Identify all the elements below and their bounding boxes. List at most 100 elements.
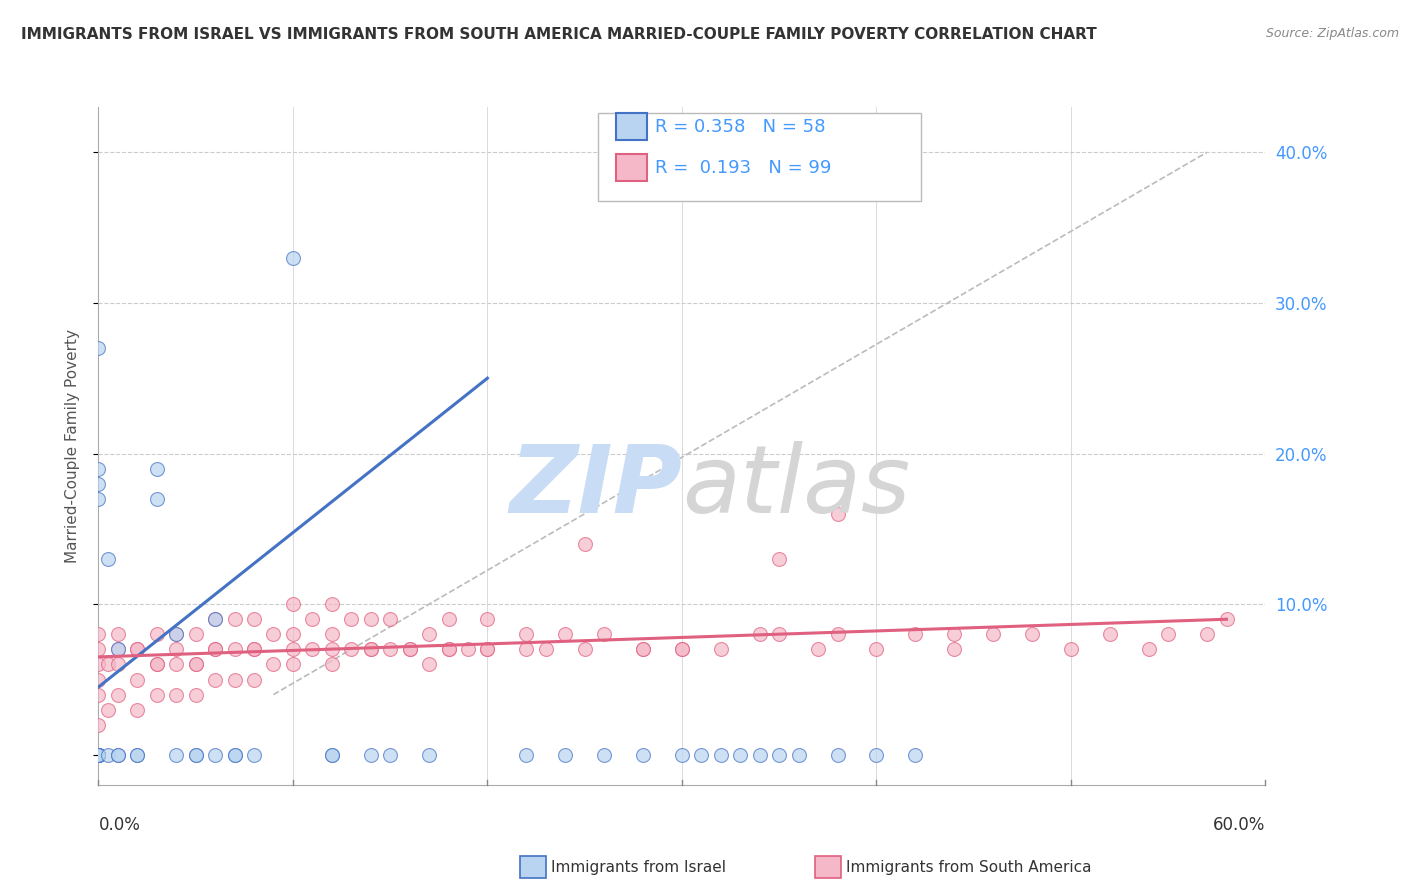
Point <box>87 491 110 506</box>
Point <box>768 747 790 762</box>
Point <box>87 717 110 731</box>
Point <box>748 627 770 641</box>
Point <box>127 703 149 717</box>
Point <box>87 642 110 657</box>
Point <box>321 657 343 672</box>
Point <box>107 642 129 657</box>
Point <box>87 747 110 762</box>
Point <box>321 642 343 657</box>
Point <box>457 642 479 657</box>
Point <box>1215 612 1237 626</box>
Point <box>87 657 110 672</box>
Point <box>321 597 343 611</box>
Point <box>224 673 246 687</box>
Point <box>87 747 110 762</box>
Point <box>97 657 120 672</box>
Point <box>281 642 304 657</box>
Point <box>730 747 752 762</box>
Point <box>340 642 363 657</box>
Point <box>127 642 149 657</box>
Point <box>87 747 110 762</box>
Point <box>262 627 284 641</box>
Point <box>97 747 120 762</box>
Point <box>281 597 304 611</box>
Point <box>321 747 343 762</box>
Point <box>184 627 207 641</box>
Point <box>360 642 382 657</box>
Point <box>243 612 266 626</box>
Text: ZIP: ZIP <box>509 441 682 533</box>
Point <box>1060 642 1083 657</box>
Point <box>204 612 226 626</box>
Point <box>243 642 266 657</box>
Point <box>127 673 149 687</box>
Point <box>87 747 110 762</box>
Point <box>97 552 120 566</box>
Point <box>574 537 596 551</box>
Point <box>380 612 402 626</box>
Point <box>87 747 110 762</box>
Point <box>554 747 576 762</box>
Point <box>301 642 323 657</box>
Point <box>87 341 110 355</box>
Point <box>787 747 810 762</box>
Point <box>943 627 966 641</box>
Point <box>437 642 460 657</box>
Point <box>87 688 110 702</box>
Point <box>184 747 207 762</box>
Point <box>904 627 927 641</box>
Point <box>321 627 343 641</box>
Point <box>768 552 790 566</box>
Point <box>534 642 557 657</box>
Point <box>243 673 266 687</box>
Point <box>340 612 363 626</box>
Point <box>1021 627 1043 641</box>
Point <box>418 627 440 641</box>
Point <box>87 747 110 762</box>
Y-axis label: Married-Couple Family Poverty: Married-Couple Family Poverty <box>65 329 80 563</box>
Point <box>224 747 246 762</box>
Point <box>146 657 169 672</box>
Text: 60.0%: 60.0% <box>1213 815 1265 833</box>
Point <box>107 747 129 762</box>
Point <box>165 688 187 702</box>
Point <box>87 673 110 687</box>
Point <box>593 627 616 641</box>
Point <box>281 627 304 641</box>
Point <box>865 642 887 657</box>
Point <box>107 627 129 641</box>
Point <box>87 747 110 762</box>
Point <box>301 612 323 626</box>
Point <box>146 491 169 506</box>
Point <box>146 627 169 641</box>
Point <box>184 657 207 672</box>
Point <box>865 747 887 762</box>
Point <box>204 612 226 626</box>
Point <box>165 657 187 672</box>
Point <box>981 627 1004 641</box>
Point <box>321 747 343 762</box>
Point <box>97 703 120 717</box>
Point <box>631 642 654 657</box>
Point <box>418 657 440 672</box>
Point <box>477 642 499 657</box>
Point <box>515 642 537 657</box>
Point <box>690 747 713 762</box>
Point <box>515 747 537 762</box>
Point <box>593 747 616 762</box>
Point <box>398 642 420 657</box>
Point <box>165 627 187 641</box>
Point <box>398 642 420 657</box>
Point <box>146 657 169 672</box>
Point <box>631 747 654 762</box>
Point <box>1195 627 1218 641</box>
Text: Immigrants from Israel: Immigrants from Israel <box>551 860 725 874</box>
Point <box>671 747 693 762</box>
Point <box>243 642 266 657</box>
Point <box>87 627 110 641</box>
Point <box>146 688 169 702</box>
Point <box>477 612 499 626</box>
Point <box>87 747 110 762</box>
Point <box>243 747 266 762</box>
Point <box>671 642 693 657</box>
